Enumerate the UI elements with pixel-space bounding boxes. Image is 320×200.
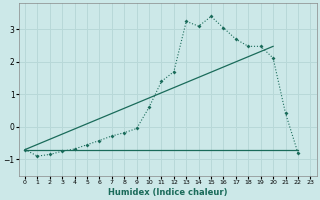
X-axis label: Humidex (Indice chaleur): Humidex (Indice chaleur) [108,188,228,197]
